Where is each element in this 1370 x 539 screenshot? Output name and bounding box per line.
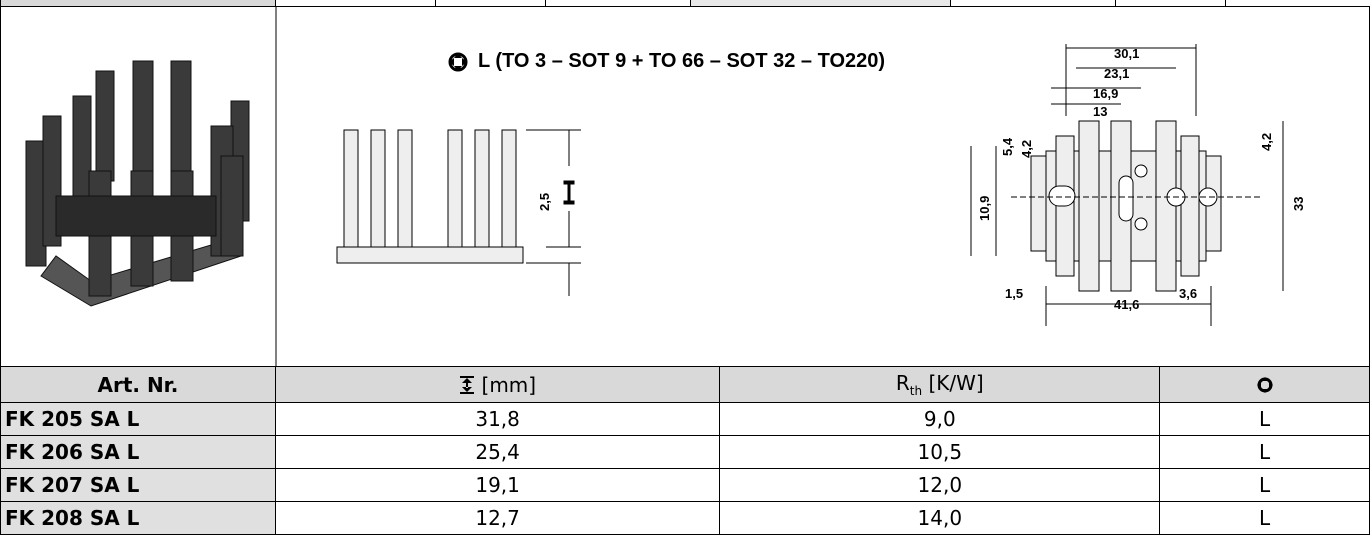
dim-label: 41,6 [1114,297,1139,312]
dim-label: 4,2 [1259,133,1274,151]
cell: FK 206 SA L [0,435,276,469]
dim-label: 4,2 [1019,140,1034,158]
cell: L [1159,435,1370,469]
header-cell: [mm] [274,366,721,403]
cell: 25,4 [274,435,721,469]
header-text: R [895,371,910,395]
dim-label: 5,4 [1000,137,1015,156]
cell: FK 205 SA L [0,402,276,436]
drawing-cell: L (TO 3 – SOT 9 + TO 66 – SOT 32 – TO220… [0,6,1370,367]
header-cell: Rth [K/W] [719,366,1161,403]
cell: 14,0 [719,501,1161,535]
dim-label: 10,9 [977,196,992,221]
cell: FK 207 SA L [0,468,276,502]
mount-symbol [448,52,468,72]
top-strip [0,0,1370,7]
dim-label: 13 [1093,104,1107,119]
dim-label: 23,1 [1104,66,1129,81]
drawing: L (TO 3 – SOT 9 + TO 66 – SOT 32 – TO220… [25,6,1306,366]
header-cell: Art. Nr. [0,366,276,403]
heatsink-photo [25,60,250,307]
side-dims [526,129,581,296]
side-view [336,129,524,264]
dim-label: 16,9 [1093,86,1118,101]
dim-label: 33 [1291,197,1306,211]
data-row: FK 206 SA L 25,4 10,5 L [0,435,1370,469]
header-text: [mm] [481,372,537,397]
cell: L [1159,501,1370,535]
cell: 10,5 [719,435,1161,469]
cell: 19,1 [274,468,721,502]
cell: 12,0 [719,468,1161,502]
dim-label: 2,5 [537,193,552,211]
cell: 12,7 [274,501,721,535]
dim-label: 3,6 [1179,286,1197,301]
cell: L [1159,402,1370,436]
header-row: Art. Nr. [mm] Rth [K/W] [0,366,1370,403]
top-view [1030,120,1222,292]
top-dims [970,44,1284,326]
dim-label: 30,1 [1114,46,1139,61]
spec-table: Art. Nr. [mm] Rth [K/W] FK 205 SA L 31,8 9… [0,366,1370,535]
header-cell [1159,366,1370,403]
cell: L [1159,468,1370,502]
cell: 9,0 [719,402,1161,436]
cell: FK 208 SA L [0,501,276,535]
data-row: FK 205 SA L 31,8 9,0 L [0,402,1370,436]
dim-label: 1,5 [1005,286,1023,301]
header-text: th [909,384,923,398]
cell: 31,8 [274,402,721,436]
drawing-title: L (TO 3 – SOT 9 + TO 66 – SOT 32 – TO220… [478,50,885,72]
header-text: [K/W] [928,371,984,395]
data-row: FK 208 SA L 12,7 14,0 L [0,501,1370,535]
data-row: FK 207 SA L 19,1 12,0 L [0,468,1370,502]
